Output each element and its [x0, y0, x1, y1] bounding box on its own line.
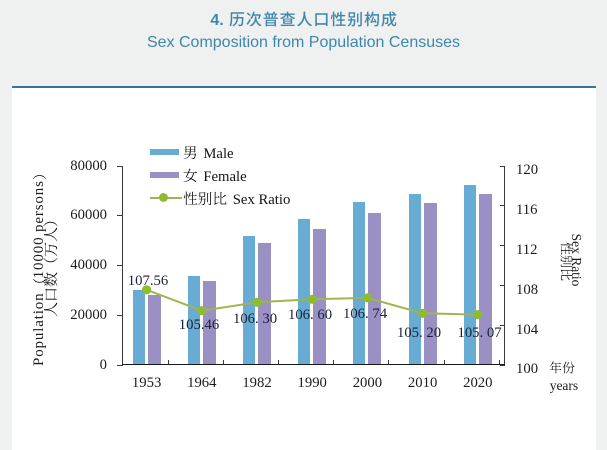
page-title-zh: 4.历次普查人口性别构成	[0, 11, 607, 30]
left-axis-tick-label: 20000	[70, 306, 107, 323]
bar-female-2020	[478, 193, 492, 365]
title-rule	[12, 86, 596, 88]
right-axis-title-cjk-wrap: 性别比	[560, 242, 573, 281]
sex-ratio-label-1964: 105.46	[178, 317, 220, 333]
bar-male-2010	[408, 194, 421, 365]
right-axis-tick	[500, 364, 504, 366]
sex-ratio-label-2010: 105. 20	[396, 324, 442, 341]
right-axis-tick	[500, 245, 504, 247]
bar-female-2000	[368, 212, 382, 365]
legend-male-swatch	[149, 149, 179, 155]
x-axis-year-label: 1953	[131, 375, 162, 391]
sex-ratio-label-1990: 106. 60	[287, 307, 333, 323]
x-axis-year-label: 1990	[297, 375, 327, 391]
right-axis-tick-label: 112	[516, 242, 538, 258]
x-axis-tick	[277, 359, 279, 364]
bar-female-1953	[147, 295, 161, 365]
left-axis-tick	[117, 165, 122, 167]
left-axis-line	[122, 166, 123, 366]
right-axis-tick-label: 104	[516, 321, 539, 338]
x-axis-tick	[443, 359, 445, 364]
x-axis-title-latin: years	[549, 378, 579, 394]
sex-ratio-label-2020: 105. 07	[457, 324, 502, 341]
sex-ratio-label-2000: 106. 74	[342, 306, 388, 322]
x-axis-year-label: 2000	[352, 375, 383, 391]
left-axis-title-cjk-wrap: 人口数（万人）	[43, 207, 58, 322]
left-axis-tick-label: 60000	[70, 207, 107, 224]
x-axis-tick	[167, 359, 169, 364]
right-axis-title-cjk	[560, 242, 573, 281]
bar-female-1990	[313, 228, 327, 365]
bar-female-1982	[258, 243, 271, 365]
right-axis-tick	[500, 324, 504, 326]
bar-female-2010	[423, 202, 437, 365]
legend-female-swatch	[149, 172, 179, 178]
right-axis-tick-label: 100	[516, 361, 539, 378]
bar-male-2020	[463, 185, 476, 365]
title-number: 4.	[210, 11, 224, 29]
left-axis-tick-label: 40000	[70, 257, 107, 274]
legend-item-ratio: 性别比 Sex Ratio	[183, 191, 290, 208]
left-axis-title-cjk	[43, 221, 58, 317]
page-title-en: Sex Composition from Population Censuses	[146, 34, 461, 51]
sex-ratio-label-1982: 106. 30	[232, 311, 278, 327]
bar-male-2000	[353, 202, 366, 365]
x-axis-year-label: 2020	[463, 375, 493, 391]
title-zh-cjk	[229, 11, 397, 27]
x-axis-year-label: 1964	[187, 375, 217, 391]
bar-male-1953	[132, 289, 145, 365]
right-axis-tick	[500, 284, 504, 286]
legend-ratio-marker	[159, 193, 168, 202]
legend-female-cjk	[183, 168, 198, 182]
left-axis-tick-label: 0	[99, 356, 107, 373]
x-axis-year-label: 2010	[407, 375, 438, 391]
right-axis-tick-label: 108	[516, 281, 539, 298]
bar-male-1982	[243, 235, 255, 365]
x-axis-tick	[498, 359, 500, 364]
x-axis-tick	[222, 359, 224, 364]
x-axis-line	[122, 363, 505, 366]
left-axis-tick	[117, 364, 122, 366]
left-axis-tick	[117, 265, 122, 266]
left-axis-tick-label: 80000	[70, 157, 107, 174]
right-axis-tick	[500, 205, 504, 207]
x-axis-title-cjk-wrap: 年份	[549, 361, 575, 379]
legend-ratio-cjk	[183, 191, 227, 206]
right-axis-tick-label: 120	[516, 162, 539, 179]
x-axis-tick	[333, 359, 335, 364]
bar-male-1990	[298, 219, 311, 365]
fullwidth-close-paren	[32, 175, 46, 180]
x-axis-title-cjk	[549, 361, 575, 374]
x-axis-year-label: 1982	[242, 375, 272, 391]
sex-ratio-label-1953: 107.56	[127, 272, 169, 289]
legend-item-male: 男 Male	[183, 145, 234, 162]
legend-item-female: 女 Female	[183, 168, 247, 185]
left-axis-tick	[117, 215, 122, 217]
right-axis-line	[504, 166, 505, 366]
right-axis-tick-label: 116	[516, 202, 538, 219]
right-axis-tick	[500, 165, 504, 167]
legend-male-cjk	[183, 145, 197, 159]
x-axis-tick	[388, 359, 390, 364]
left-axis-tick	[117, 314, 122, 316]
